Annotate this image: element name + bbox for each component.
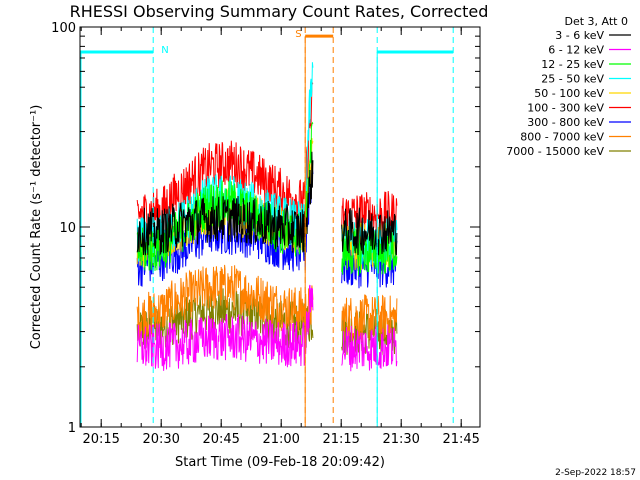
x-tick-label: 20:30 bbox=[142, 432, 179, 447]
y-tick-label: 100 bbox=[51, 21, 76, 36]
x-tick-label: 21:45 bbox=[442, 432, 479, 447]
legend-entry-label: 6 - 12 keV bbox=[548, 44, 604, 57]
legend-entry-label: 300 - 800 keV bbox=[527, 116, 604, 129]
series-line bbox=[136, 151, 398, 256]
annotation-label: S bbox=[295, 29, 301, 40]
plot-clip-group: NS bbox=[80, 27, 454, 427]
y-axis-label: Corrected Count Rate (s⁻¹ detector⁻¹) bbox=[29, 105, 44, 350]
x-axis-ticks: 20:15 20:30 20:45 21:00 21:15 21:30 21:45 bbox=[80, 27, 480, 447]
legend-entry-label: 3 - 6 keV bbox=[555, 29, 604, 42]
x-tick-label: 21:15 bbox=[322, 432, 359, 447]
plot-area: NS bbox=[80, 27, 454, 427]
legend-entry-label: 50 - 100 keV bbox=[534, 87, 604, 100]
annotation-group: N bbox=[80, 27, 169, 427]
footer-date: 2-Sep-2022 18:57 bbox=[555, 468, 636, 478]
legend-entry-label: 12 - 25 keV bbox=[541, 58, 604, 71]
legend-title: Det 3, Att 0 bbox=[565, 15, 629, 28]
annotation-label: N bbox=[161, 45, 168, 56]
series-line bbox=[136, 284, 398, 372]
y-axis-ticks: 1 10 100 bbox=[51, 21, 480, 436]
series-line bbox=[136, 121, 398, 276]
legend-entry-label: 100 - 300 keV bbox=[527, 102, 604, 115]
legend-entry-label: 7000 - 15000 keV bbox=[506, 145, 604, 158]
y-tick-label: 1 bbox=[68, 421, 76, 436]
y-tick-label: 10 bbox=[59, 221, 76, 236]
x-tick-label: 20:45 bbox=[202, 432, 239, 447]
x-tick-label: 21:00 bbox=[262, 432, 299, 447]
legend-entry-label: 25 - 50 keV bbox=[541, 73, 604, 86]
legend-entry-label: 800 - 7000 keV bbox=[520, 131, 604, 144]
x-tick-label: 20:15 bbox=[82, 432, 119, 447]
series-line bbox=[136, 264, 398, 342]
x-axis-label: Start Time (09-Feb-18 20:09:42) bbox=[175, 455, 385, 470]
x-tick-label: 21:30 bbox=[382, 432, 419, 447]
chart-title: RHESSI Observing Summary Count Rates, Co… bbox=[70, 2, 489, 21]
